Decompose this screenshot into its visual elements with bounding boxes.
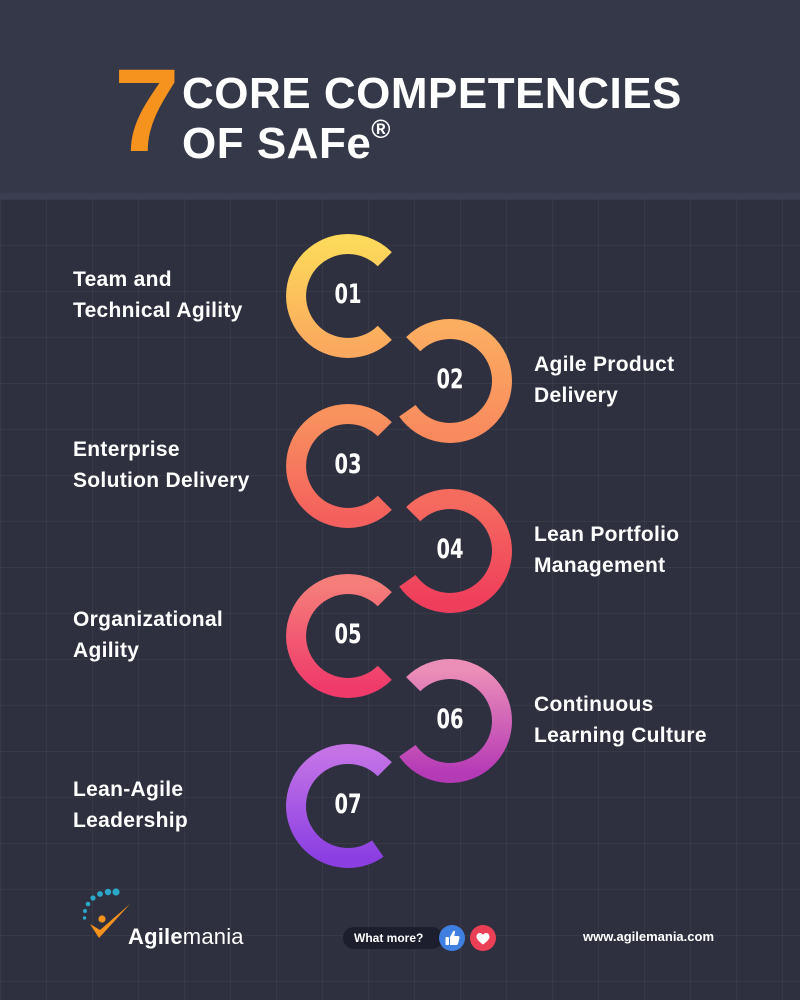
grid-background [0,199,800,1000]
competency-label-line2: Delivery [534,384,619,407]
competency-label: Enterprise Solution Delivery [73,434,250,496]
title-line-2: OF SAFe® [182,116,391,168]
competency-label-line2: Solution Delivery [73,469,250,492]
competency-number: 06 [436,704,464,735]
competency-label-line2: Agility [73,639,140,662]
competency-label-line1: Lean-Agile [73,778,184,801]
ring-05 [286,574,392,698]
thumbs-up-icon [439,925,465,951]
competency-label-line2: Management [534,554,666,577]
title-line-1: CORE COMPETENCIES [182,69,682,118]
heart-icon [470,925,496,951]
brand-name-bold: Agile [128,924,183,949]
competency-number: 04 [436,534,464,565]
competency-label-line1: Enterprise [73,438,180,461]
competency-label-line1: Agile Product [534,353,675,376]
registered-mark: ® [371,114,391,144]
ring-07 [286,743,392,868]
competency-label: Lean-Agile Leadership [73,774,188,836]
website-link[interactable]: www.agilemania.com [583,929,715,944]
brand-name-regular: mania [182,924,244,949]
what-more-pill: What more? [343,927,443,949]
agilemania-logo-icon [82,888,130,938]
competency-label-line2: Leadership [73,809,189,832]
title-line-2-text: OF SAFe [182,119,372,168]
competency-label-line1: Lean Portfolio [534,523,680,546]
ring-04 [399,488,512,613]
competency-label: Agile Product Delivery [534,349,674,411]
ring-01 [286,234,392,358]
ring-06 [399,658,512,783]
competency-label: Lean Portfolio Management [534,519,679,581]
competency-number: 02 [436,364,464,395]
competency-label-line2: Technical Agility [73,299,243,322]
competency-label-line1: Continuous [534,693,654,716]
header-banner [0,0,800,199]
competency-number: 03 [334,449,362,480]
competency-label: Team and Technical Agility [73,264,243,326]
competency-label-line2: Learning Culture [534,724,707,747]
competency-number: 05 [334,619,362,650]
competency-label: Organizational Agility [73,604,223,666]
competency-number: 01 [334,279,362,310]
ring-02 [399,318,512,443]
competency-label-line1: Organizational [73,608,224,631]
competency-label-line1: Team and [73,268,172,291]
competency-label: Continuous Learning Culture [534,689,707,751]
ring-03 [286,404,392,528]
title-number: 7 [114,45,180,177]
competency-number: 07 [334,789,362,820]
brand-name: Agilemania [128,924,244,950]
